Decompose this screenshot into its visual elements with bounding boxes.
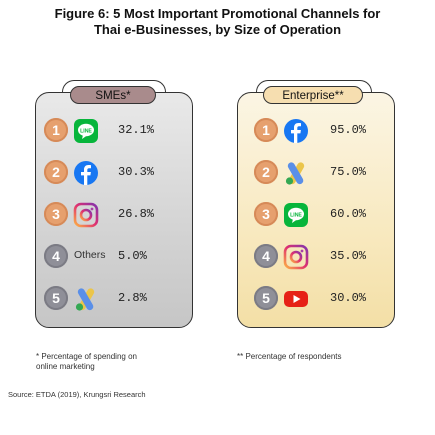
channel-value: 95.0%	[330, 123, 367, 137]
rank-badge: 5	[254, 286, 278, 310]
svg-text:LINE: LINE	[290, 213, 302, 219]
enterprise-row-5: 5 30.0%	[254, 284, 404, 314]
rank-badge: 2	[254, 160, 278, 184]
line-icon: LINE	[282, 201, 310, 229]
sme-row-4: 4 Others 5.0%	[44, 242, 194, 272]
rank-badge: 3	[44, 202, 68, 226]
sme-footnote-line-2: online marketing	[36, 362, 95, 371]
rank-badge: 4	[254, 244, 278, 268]
sme-row-3: 3 26.8%	[44, 200, 194, 230]
rank-badge: 1	[44, 118, 68, 142]
facebook-icon	[72, 159, 100, 187]
youtube-icon	[282, 285, 310, 313]
sme-footnote: * Percentage of spending on online marke…	[36, 352, 137, 372]
sme-row-1: 1 LINE 32.1%	[44, 116, 194, 146]
channel-value: 30.0%	[330, 291, 367, 305]
channel-label: Others	[74, 249, 106, 261]
enterprise-footnote: ** Percentage of respondents	[237, 352, 342, 361]
chart-title-line-1: Figure 6: 5 Most Important Promotional C…	[54, 6, 381, 21]
channel-value: 75.0%	[330, 165, 367, 179]
rank-badge: 4	[44, 244, 68, 268]
enterprise-row-3: 3 LINE 60.0%	[254, 200, 404, 230]
channel-value: 2.8%	[118, 291, 147, 305]
rank-badge: 1	[254, 118, 278, 142]
rank-badge: 5	[44, 286, 68, 310]
chart-title: Figure 6: 5 Most Important Promotional C…	[0, 6, 435, 38]
sme-panel-label: SMEs*	[70, 86, 156, 104]
rank-badge: 3	[254, 202, 278, 226]
channel-value: 26.8%	[118, 207, 155, 221]
sme-row-2: 2 30.3%	[44, 158, 194, 188]
enterprise-panel-label: Enterprise**	[263, 86, 363, 104]
facebook-icon	[282, 117, 310, 145]
rank-badge: 2	[44, 160, 68, 184]
channel-value: 60.0%	[330, 207, 367, 221]
source-note: Source: ETDA (2019), Krungsri Research	[8, 390, 146, 399]
enterprise-row-4: 4 35.0%	[254, 242, 404, 272]
chart-title-line-2: Thai e-Businesses, by Size of Operation	[93, 22, 342, 37]
line-icon: LINE	[72, 117, 100, 145]
google-ads-icon	[72, 285, 100, 313]
enterprise-row-1: 1 95.0%	[254, 116, 404, 146]
sme-footnote-line-1: * Percentage of spending on	[36, 352, 137, 361]
google-ads-icon	[282, 159, 310, 187]
enterprise-row-2: 2 75.0%	[254, 158, 404, 188]
sme-row-5: 5 2.8%	[44, 284, 194, 314]
channel-value: 30.3%	[118, 165, 155, 179]
instagram-icon	[72, 201, 100, 229]
svg-text:LINE: LINE	[80, 129, 92, 135]
channel-value: 5.0%	[118, 249, 147, 263]
channel-value: 35.0%	[330, 249, 367, 263]
instagram-icon	[282, 243, 310, 271]
channel-value: 32.1%	[118, 123, 155, 137]
